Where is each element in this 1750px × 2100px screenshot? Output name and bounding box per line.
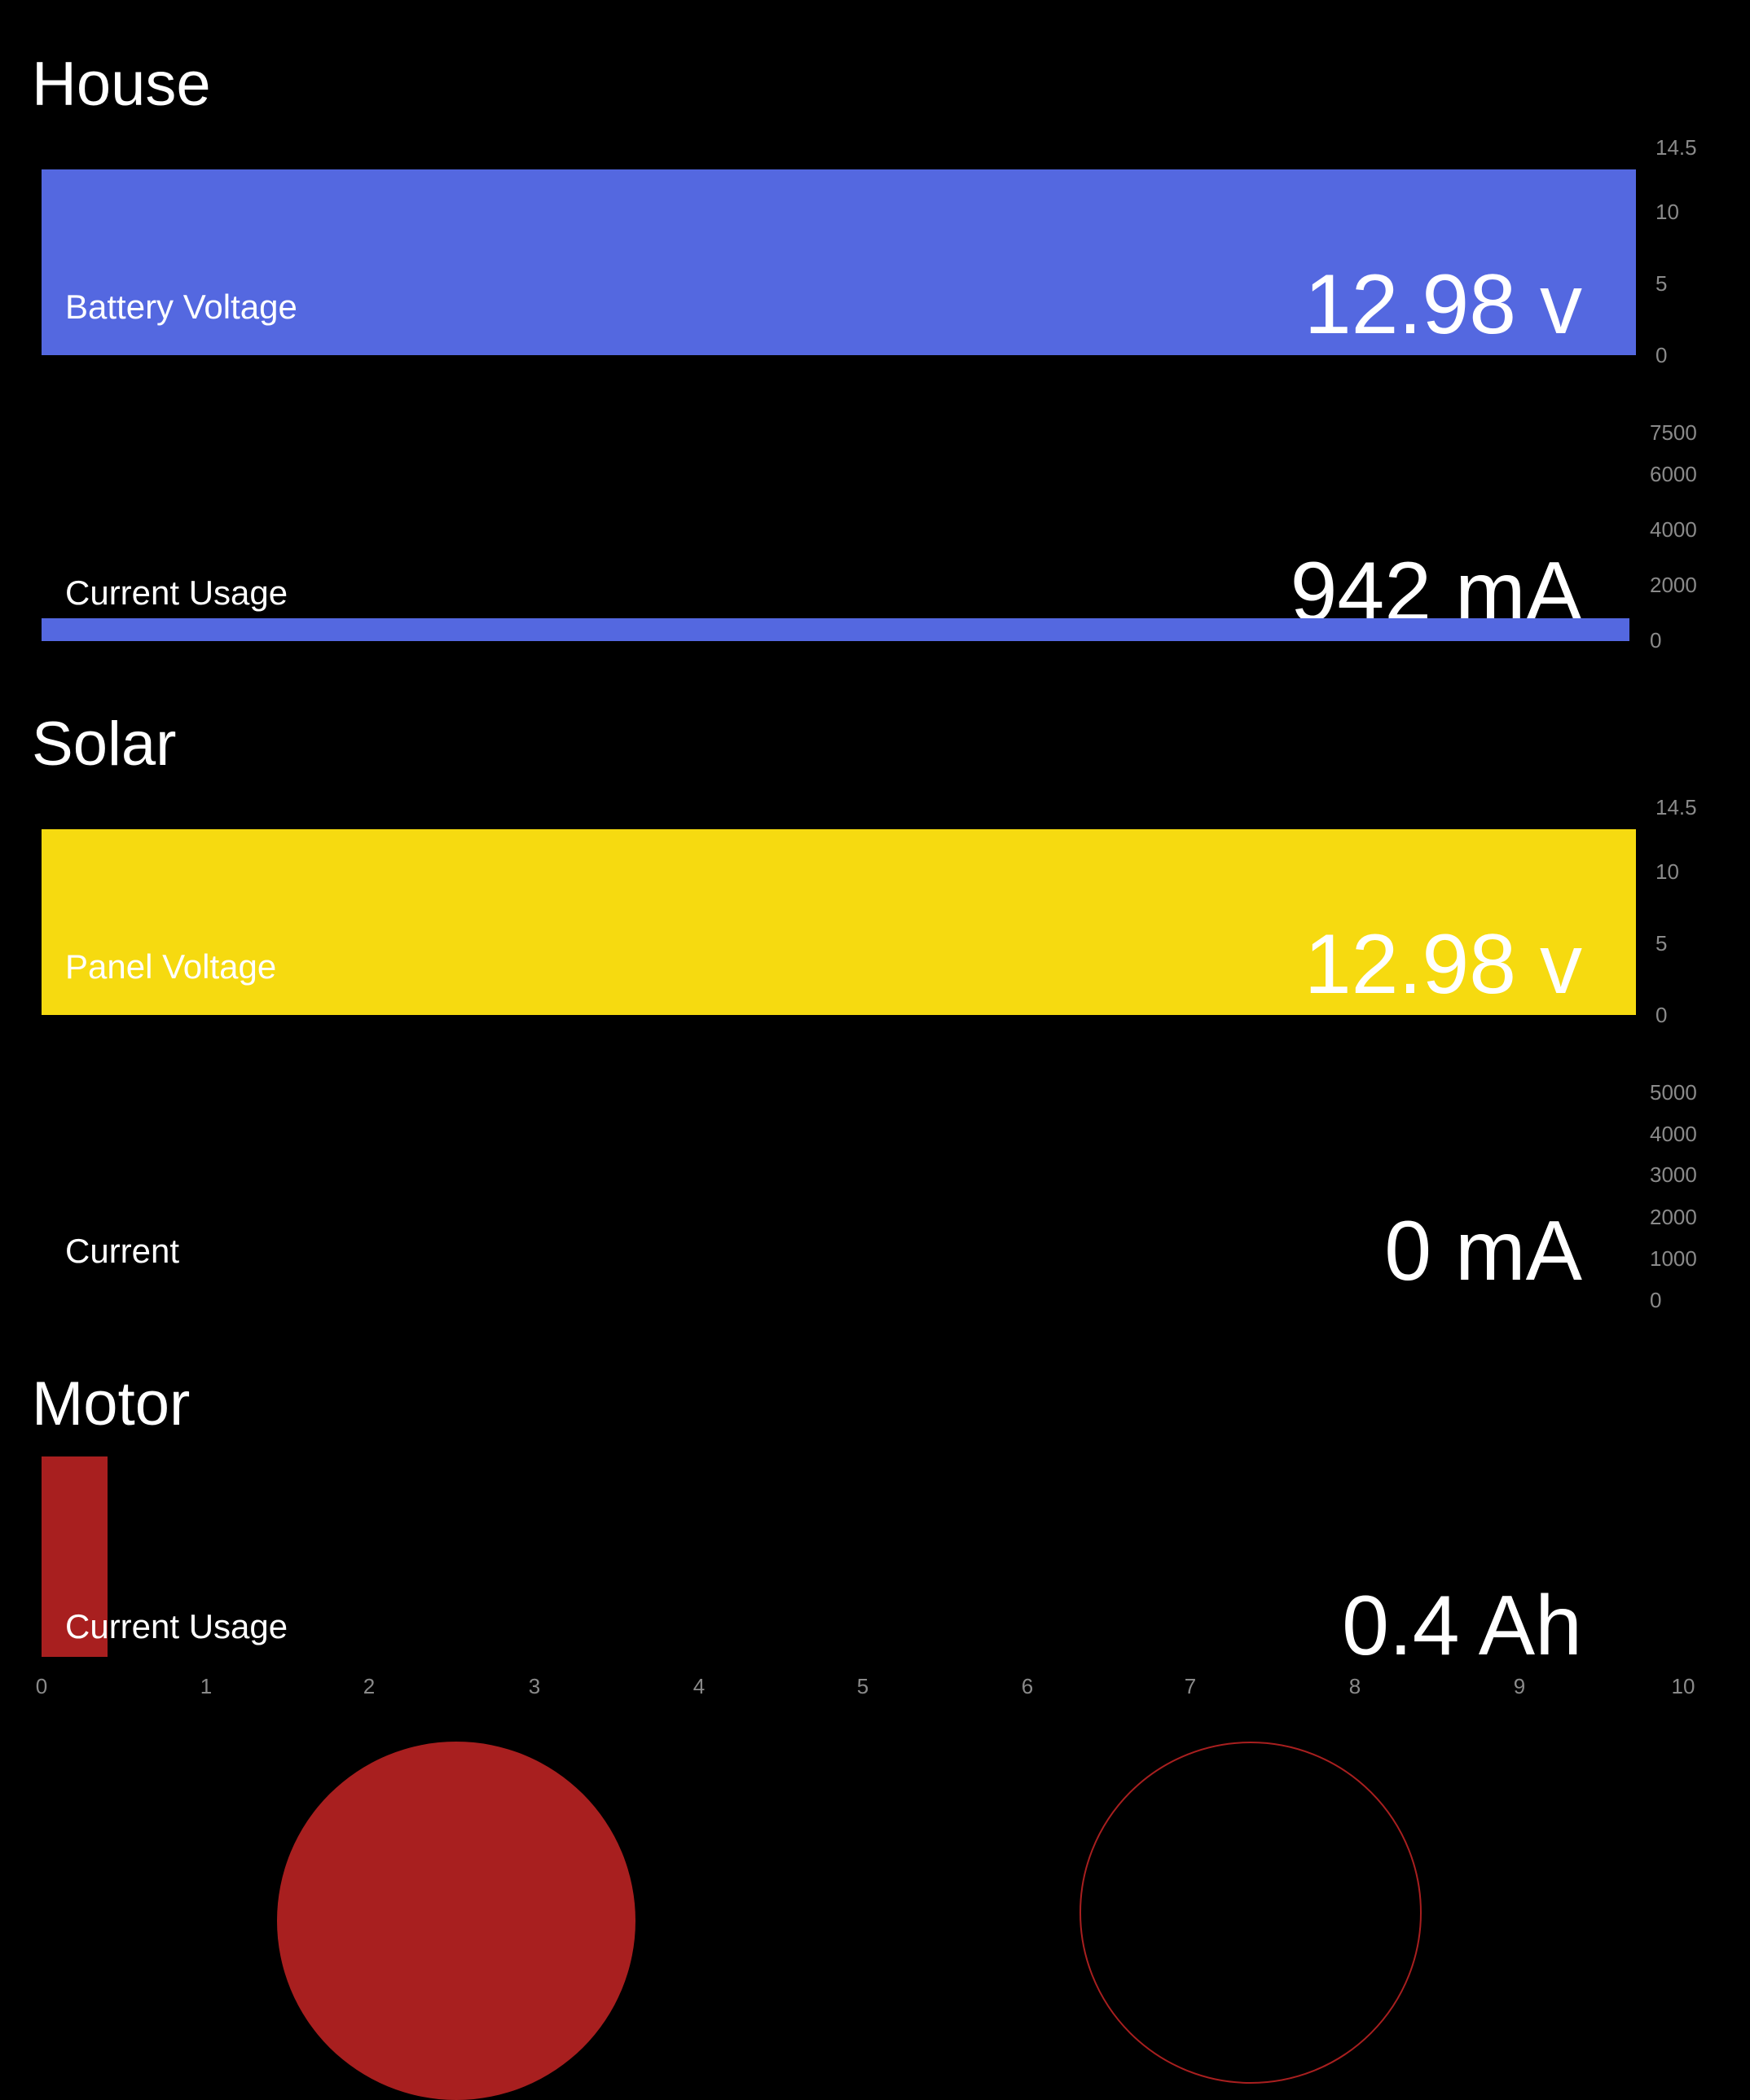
motor-x-tick: 0 xyxy=(35,1674,48,1698)
battery-voltage-value: 12.98 v xyxy=(1304,257,1582,352)
motor-gauge-outline xyxy=(1079,1742,1422,2084)
motor-x-tick: 8 xyxy=(1348,1674,1361,1698)
motor-x-tick: 9 xyxy=(1513,1674,1526,1698)
motor-x-tick: 5 xyxy=(856,1674,869,1698)
solar-current-value: 0 mA xyxy=(1384,1204,1582,1298)
motor-section-title: Motor xyxy=(32,1369,191,1439)
panel-voltage-tick: 14.5 xyxy=(1655,795,1697,819)
battery-voltage-tick: 5 xyxy=(1655,271,1668,296)
house-current-usage-label: Current Usage xyxy=(65,573,288,612)
motor-x-tick: 1 xyxy=(200,1674,213,1698)
battery-voltage-label: Battery Voltage xyxy=(65,288,297,326)
solar-current-tick: 4000 xyxy=(1650,1122,1697,1146)
panel-voltage-tick: 10 xyxy=(1655,859,1679,884)
house-current-usage-tick: 7500 xyxy=(1650,420,1697,445)
solar-current-tick: 5000 xyxy=(1650,1080,1697,1105)
motor-x-tick: 4 xyxy=(693,1674,706,1698)
motor-gauge-filled xyxy=(277,1742,635,2100)
battery-voltage-bar xyxy=(42,169,1636,355)
house-current-usage-tick: 2000 xyxy=(1650,573,1697,597)
panel-voltage-label: Panel Voltage xyxy=(65,947,277,986)
battery-voltage-tick: 10 xyxy=(1655,200,1679,224)
solar-current-tick: 1000 xyxy=(1650,1246,1697,1271)
house-current-usage-tick: 4000 xyxy=(1650,517,1697,542)
motor-x-tick: 10 xyxy=(1671,1674,1695,1698)
motor-x-tick: 3 xyxy=(528,1674,541,1698)
house-current-usage-tick: 0 xyxy=(1650,628,1662,652)
solar-section-title: Solar xyxy=(32,710,177,779)
solar-current-tick: 3000 xyxy=(1650,1162,1697,1187)
motor-x-tick: 7 xyxy=(1184,1674,1197,1698)
panel-voltage-tick: 0 xyxy=(1655,1003,1668,1027)
panel-voltage-value: 12.98 v xyxy=(1304,917,1582,1012)
motor-current-usage-value: 0.4 Ah xyxy=(1342,1579,1582,1673)
panel-voltage-bar xyxy=(42,829,1636,1015)
panel-voltage-tick: 5 xyxy=(1655,931,1668,956)
motor-x-tick: 6 xyxy=(1021,1674,1034,1698)
house-current-usage-tick: 6000 xyxy=(1650,462,1697,486)
motor-current-usage-bar xyxy=(42,1456,108,1657)
motor-current-usage-label: Current Usage xyxy=(65,1607,288,1645)
solar-current-label: Current xyxy=(65,1232,180,1270)
house-current-usage-bar xyxy=(42,618,1629,641)
motor-x-tick: 2 xyxy=(363,1674,376,1698)
battery-voltage-tick: 0 xyxy=(1655,343,1668,367)
solar-current-tick: 2000 xyxy=(1650,1205,1697,1229)
battery-voltage-tick: 14.5 xyxy=(1655,135,1697,160)
solar-current-tick: 0 xyxy=(1650,1288,1662,1312)
house-section-title: House xyxy=(32,50,211,119)
